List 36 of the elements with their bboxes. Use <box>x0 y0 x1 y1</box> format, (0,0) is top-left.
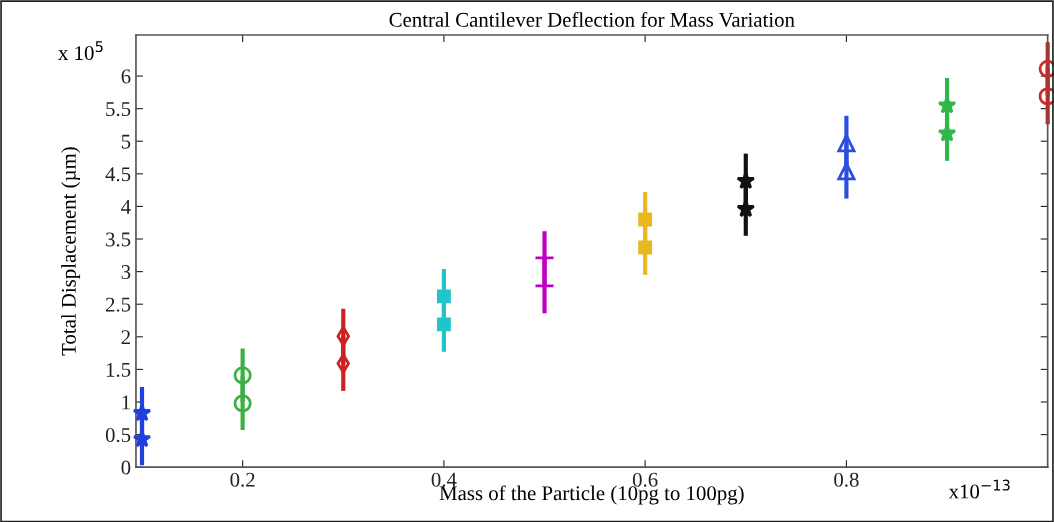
y-tick-label: 3.5 <box>106 232 131 247</box>
x-axis-title: Mass of the Particle (10pg to 100pg) <box>439 485 744 505</box>
x-tick-label: 0.6 <box>632 472 658 487</box>
point <box>233 366 252 385</box>
y-tick-label: 6 <box>121 69 131 84</box>
y-tick-label: 1 <box>122 395 130 410</box>
y-tick-label: 1.5 <box>106 362 131 377</box>
point <box>436 317 451 332</box>
point <box>436 289 451 304</box>
y-tick-label: 4.5 <box>105 167 131 182</box>
chart-title: Central Cantilever Deflection for Mass Variation <box>389 11 795 27</box>
text: x 10$^{5}$ <box>58 41 103 61</box>
point <box>1038 87 1054 106</box>
y-tick-label: 5.5 <box>106 102 131 117</box>
y-tick-label: 0.5 <box>105 427 131 443</box>
point <box>837 134 856 153</box>
y-tick-label: 5 <box>121 134 131 149</box>
y-tick-label: 2.5 <box>105 297 131 312</box>
point <box>233 394 252 413</box>
x-tick-label: 0.4 <box>431 472 457 487</box>
y-tick-label: 3 <box>121 265 131 280</box>
x-tick-label: 0.8 <box>834 472 859 487</box>
y-axis-title: Total Displacement (µm) <box>61 147 81 356</box>
x-tick-label: 0.2 <box>230 472 255 487</box>
y-tick-label: 0 <box>121 460 131 475</box>
text: x10$^{−13}$ <box>948 479 1010 499</box>
point <box>837 162 856 181</box>
point <box>1038 59 1054 78</box>
point <box>132 429 152 448</box>
point <box>638 240 653 255</box>
point <box>736 171 756 190</box>
y-tick-label: 2 <box>121 330 130 345</box>
point <box>638 212 653 227</box>
y-tick-label: 4 <box>121 199 131 214</box>
point <box>736 199 756 218</box>
point <box>132 403 152 422</box>
